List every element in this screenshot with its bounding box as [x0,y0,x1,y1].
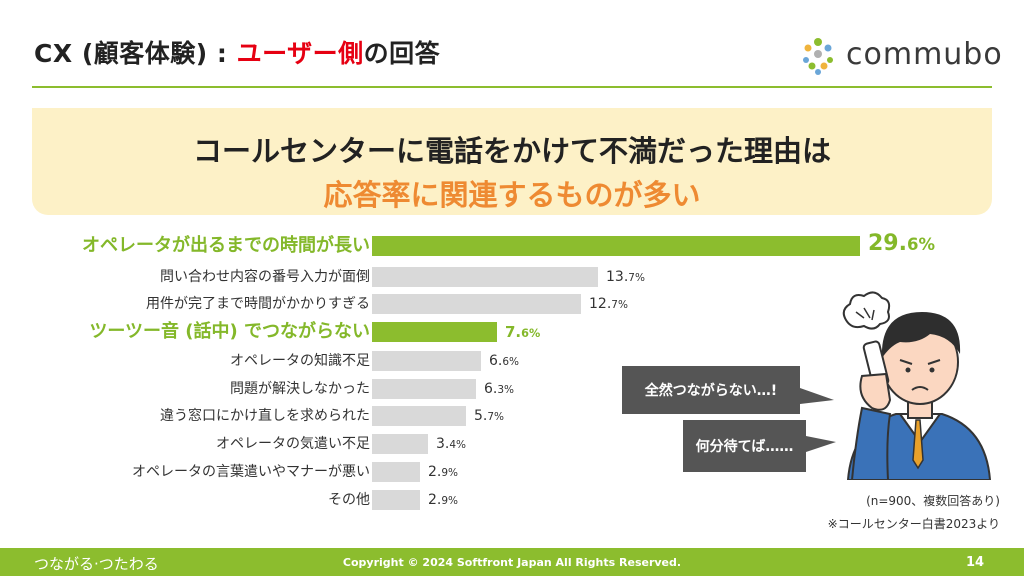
headline-banner [32,108,992,215]
value-label: 2.9% [428,492,459,508]
page-title: CX (顧客体験) : ユーザー側の回答 [34,34,440,70]
title-suffix: の回答 [363,39,441,68]
page-number: 14 [966,555,985,570]
category-label: オペレータの知識不足 [230,353,370,369]
frustrated-caller-illustration-icon [842,291,992,480]
bar [372,490,420,510]
headline-line2: 応答率に関連するものが多い [323,178,701,212]
bar [372,434,428,454]
bar [372,351,481,371]
value-label: 2.9% [428,464,459,480]
bubble-1-tail-icon [800,388,834,404]
category-label: オペレータの気遣い不足 [216,436,370,452]
value-label: 6.6% [489,353,520,369]
value-label: 12.7% [589,296,628,312]
category-label: オペレータが出るまでの時間が長い [82,235,370,256]
bubble-1-text: 全然つながらない…! [644,383,778,399]
sample-size-note: (n=900、複数回答あり) [866,494,1000,508]
bar [372,236,860,256]
footer-copyright: Copyright © 2024 Softfront Japan All Rig… [342,556,682,569]
value-label: 5.7% [474,408,505,424]
footer-slogan: つながる·つたわる [34,555,159,573]
bar [372,462,420,482]
category-label: 用件が完了まで時間がかかりすぎる [146,296,370,312]
headline-line1: コールセンターに電話をかけて不満だった理由は [192,134,831,168]
bubble-2-text: 何分待てば…… [695,439,794,455]
speech-bubble-2: 何分待てば…… [683,420,806,472]
bar [372,267,598,287]
category-label: ツーツー音 (話中) でつながらない [89,321,370,342]
bubble-2-tail-icon [806,436,836,452]
title-highlight: ユーザー側 [236,39,364,68]
category-label: 違う窓口にかけ直しを求められた [160,408,370,424]
commubo-logo-icon [803,38,833,75]
value-label: 29.6% [868,231,935,256]
bar [372,406,466,426]
logo-text: commubo [846,37,1003,72]
category-label: その他 [328,492,370,508]
category-label: 問い合わせ内容の番号入力が面倒 [160,269,370,285]
value-label: 7.6% [505,323,541,341]
title-prefix: CX (顧客体験) : [34,39,237,68]
source-note: ※コールセンター白書2023より [827,517,1000,531]
bar [372,322,497,342]
value-label: 6.3% [484,381,515,397]
value-label: 13.7% [606,269,645,285]
category-label: 問題が解決しなかった [230,381,370,397]
speech-bubble-1: 全然つながらない…! [622,366,800,414]
header-divider [32,86,992,88]
bar [372,294,581,314]
category-label: オペレータの言葉遣いやマナーが悪い [132,464,370,480]
bar [372,379,476,399]
value-label: 3.4% [436,436,467,452]
footer-bar [0,548,1024,576]
